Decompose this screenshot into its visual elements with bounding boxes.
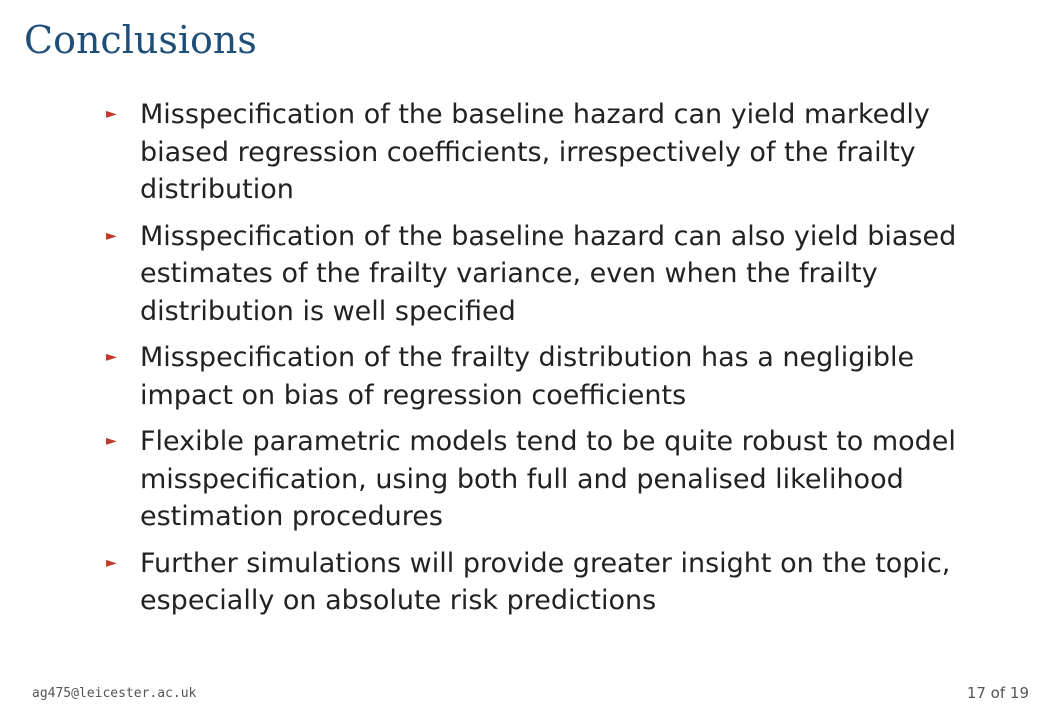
list-item: ► Flexible parametric models tend to be …	[106, 423, 1006, 536]
bullet-text: Misspecification of the baseline hazard …	[140, 220, 957, 327]
list-item: ► Misspecification of the baseline hazar…	[106, 96, 1006, 209]
list-item: ► Misspecification of the frailty distri…	[106, 339, 1006, 414]
bullet-text: Misspecification of the baseline hazard …	[140, 99, 930, 205]
list-item: ► Further simulations will provide great…	[106, 545, 1006, 620]
footer-email: ag475@leicester.ac.uk	[32, 686, 197, 701]
conclusions-list: ► Misspecification of the baseline hazar…	[106, 96, 1006, 629]
page-number: 17 of 19	[966, 684, 1029, 702]
triangle-bullet-icon: ►	[106, 554, 117, 571]
triangle-bullet-icon: ►	[106, 433, 117, 449]
triangle-bullet-icon: ►	[106, 106, 117, 122]
list-item: ► Misspecification of the baseline hazar…	[106, 218, 1006, 331]
bullet-text: Flexible parametric models tend to be qu…	[140, 426, 956, 532]
bullet-text: Further simulations will provide greater…	[140, 547, 951, 617]
bullet-text: Misspecification of the frailty distribu…	[140, 342, 915, 411]
triangle-bullet-icon: ►	[106, 227, 117, 244]
slide-title: Conclusions	[24, 18, 257, 62]
triangle-bullet-icon: ►	[106, 349, 117, 365]
